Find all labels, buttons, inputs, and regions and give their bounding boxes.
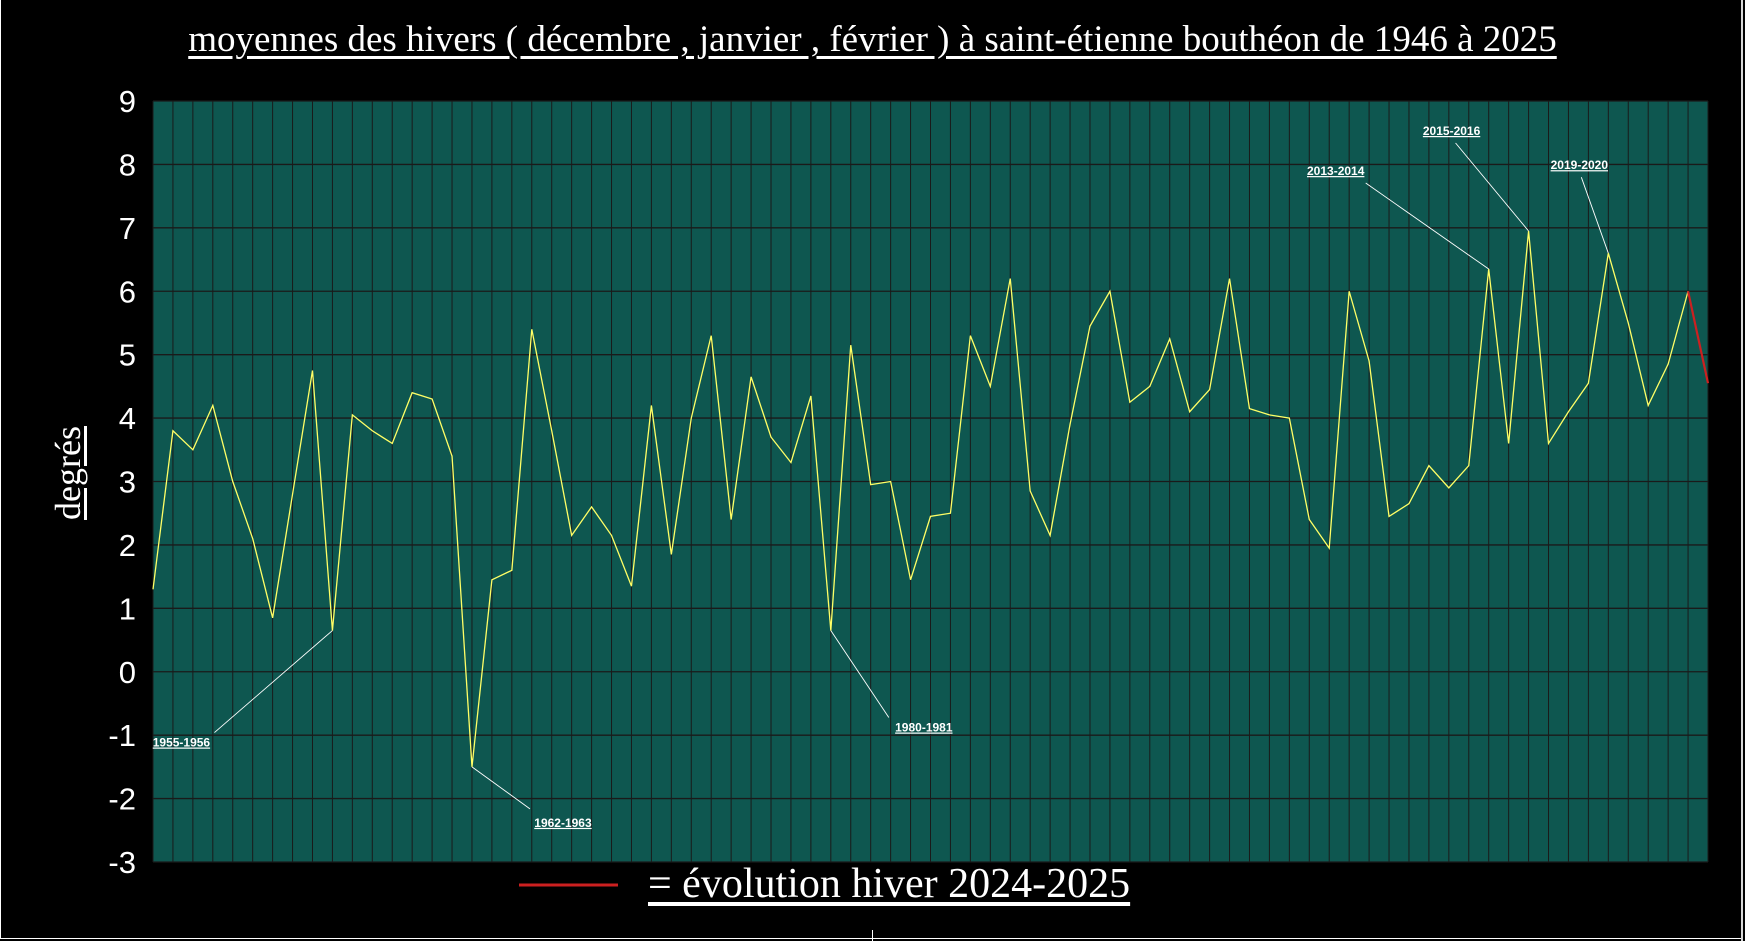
chart-title: moyennes des hivers ( décembre , janvier… xyxy=(188,19,1557,60)
y-tick-label: 8 xyxy=(119,147,136,182)
annotation-leader-line xyxy=(471,766,531,810)
y-tick-label: 5 xyxy=(119,338,136,373)
y-tick-label: 2 xyxy=(119,528,136,563)
y-tick-label: 9 xyxy=(119,84,136,119)
y-tick-label: -2 xyxy=(108,782,136,817)
y-tick-label: -3 xyxy=(108,845,136,880)
window-edge xyxy=(1741,0,1743,941)
y-tick-label: 0 xyxy=(119,655,136,690)
annotation-label: 1980-1981 xyxy=(895,721,953,735)
annotation-label: 1962-1963 xyxy=(534,816,592,830)
annotation-leader-line xyxy=(214,630,333,733)
y-tick-label: 1 xyxy=(119,591,136,626)
y-tick-label: 4 xyxy=(119,401,136,436)
annotation-label: 1955-1956 xyxy=(153,736,211,750)
series-line-2024-2025 xyxy=(1686,291,1710,384)
annotation-leader-line xyxy=(1580,177,1609,254)
annotation-leader-line xyxy=(1365,182,1489,270)
legend-label: = évolution hiver 2024-2025 xyxy=(648,861,1131,907)
grid-lines xyxy=(152,100,1709,863)
annotations: 1955-1956 1962-1963 1980-1981 2013-2014 2015… xyxy=(153,124,1609,830)
series-lines xyxy=(152,230,1710,767)
y-tick-label: -1 xyxy=(108,718,136,753)
annotation-label: 2015-2016 xyxy=(1423,124,1481,138)
y-tick-labels: 9 8 7 6 5 4 3 2 1 0 -1 -2 -3 xyxy=(108,84,136,880)
annotation-label: 2019-2020 xyxy=(1551,158,1609,172)
y-tick-label: 3 xyxy=(119,465,136,500)
annotation-label: 2013-2014 xyxy=(1307,164,1365,178)
annotation-leader-line xyxy=(1455,142,1529,232)
frame-divider xyxy=(872,930,873,941)
series-line-winter-means xyxy=(152,230,1689,767)
annotation-leaders xyxy=(214,142,1609,810)
y-tick-label: 6 xyxy=(119,274,136,309)
annotation-leader-line xyxy=(830,630,890,718)
y-tick-label: 7 xyxy=(119,211,136,246)
